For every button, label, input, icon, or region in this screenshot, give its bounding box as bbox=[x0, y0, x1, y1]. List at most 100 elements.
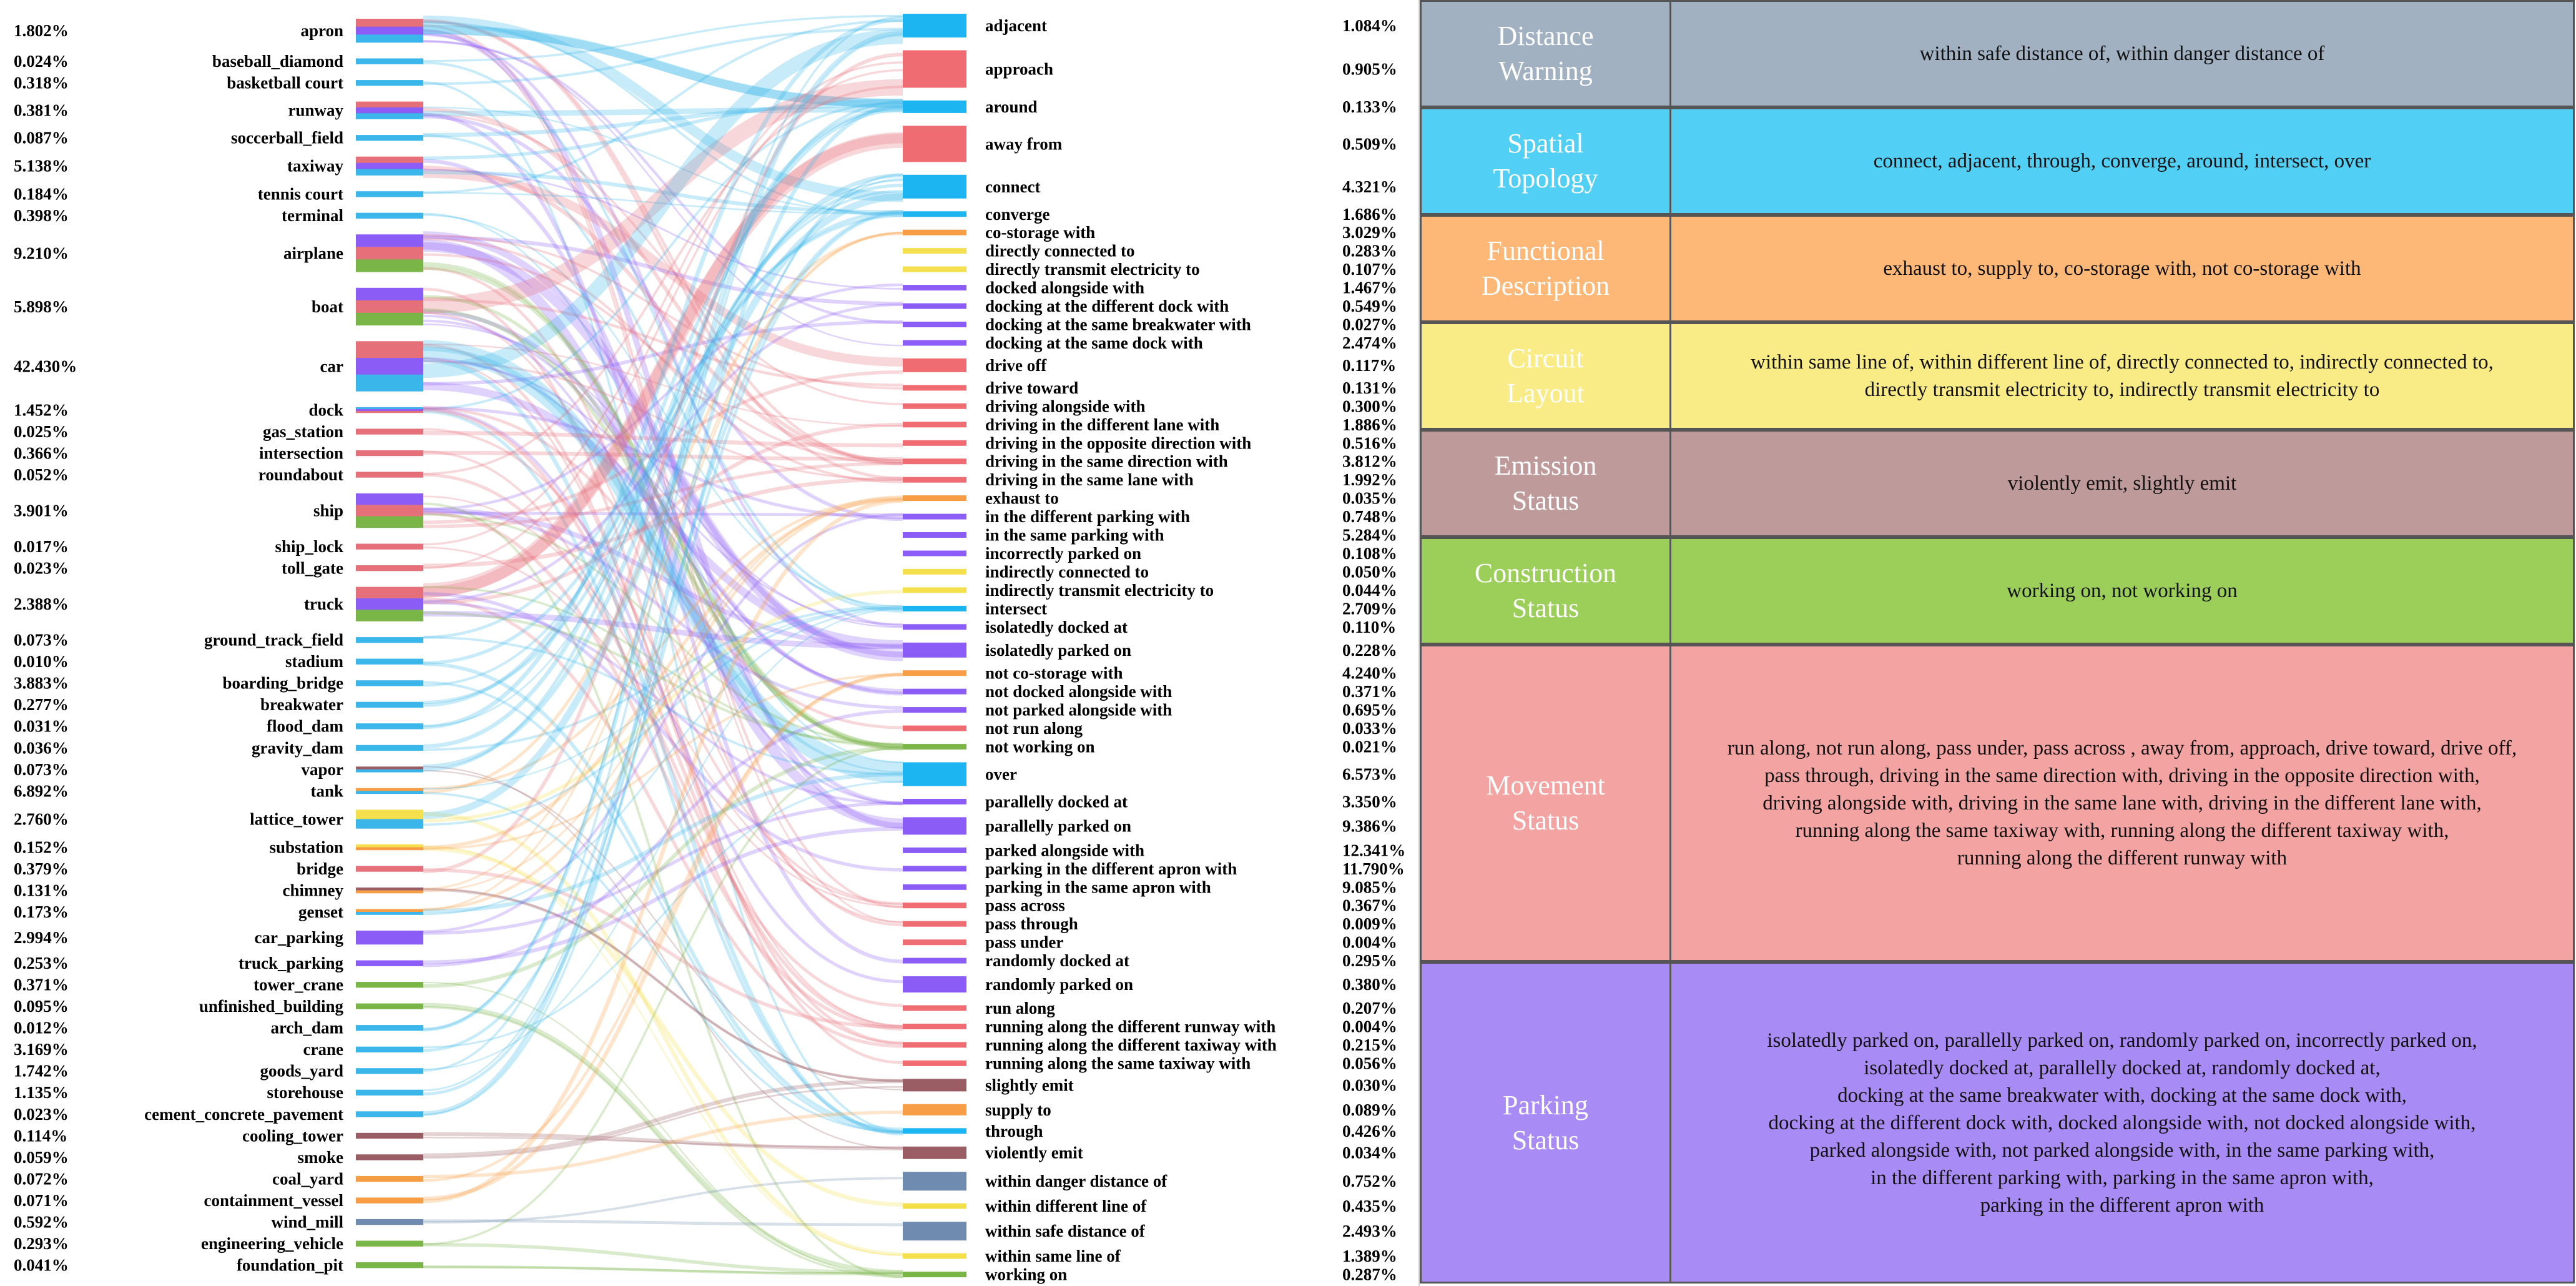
sankey-link bbox=[423, 382, 903, 648]
left-node-genset: 0.173% genset bbox=[14, 903, 423, 921]
right-node-label: intersect bbox=[985, 599, 1047, 618]
left-node-bar-segment bbox=[356, 1240, 423, 1247]
right-node-away-from: away from 0.509% bbox=[903, 126, 1397, 162]
sankey-link bbox=[423, 608, 903, 916]
right-node-percent: 0.030% bbox=[1342, 1076, 1397, 1094]
left-node-bar-segment bbox=[356, 162, 423, 169]
right-node-bar bbox=[903, 126, 966, 162]
sankey-link bbox=[423, 81, 903, 1132]
right-node-directly-connected-to: directly connected to 0.283% bbox=[903, 242, 1397, 260]
sankey-link bbox=[423, 192, 903, 215]
sankey-link bbox=[423, 406, 903, 520]
left-node-bar-segment bbox=[356, 407, 423, 410]
right-node-label: indirectly connected to bbox=[985, 562, 1149, 581]
left-node-bar-segment bbox=[356, 410, 423, 413]
right-node-percent: 1.686% bbox=[1342, 205, 1397, 224]
left-node-bar-segment bbox=[356, 1175, 423, 1182]
sankey-link bbox=[423, 597, 903, 1048]
left-node-percent: 0.398% bbox=[14, 206, 69, 225]
left-node-label: roundabout bbox=[258, 465, 343, 484]
sankey-link bbox=[423, 14, 903, 62]
right-node-within-different-line-of: within different line of 0.435% bbox=[903, 1197, 1397, 1215]
right-node-bar bbox=[903, 1222, 966, 1241]
right-node-driving-in-the-opposite-direction-with: driving in the opposite direction with 0.… bbox=[903, 433, 1397, 452]
left-node-percent: 0.010% bbox=[14, 652, 69, 671]
left-node-ship-lock: 0.017% ship_lock bbox=[14, 537, 423, 556]
left-node-bar-segment bbox=[356, 723, 423, 730]
right-node-driving-alongside-with: driving alongside with 0.300% bbox=[903, 397, 1397, 415]
right-node-not-docked-alongside-with: not docked alongside with 0.371% bbox=[903, 682, 1397, 701]
sankey-link bbox=[423, 513, 903, 933]
sankey-link bbox=[423, 320, 903, 386]
right-node-label: violently emit bbox=[985, 1144, 1083, 1162]
sankey-link bbox=[423, 99, 903, 160]
left-node-percent: 0.036% bbox=[14, 738, 69, 757]
right-node-percent: 1.389% bbox=[1342, 1247, 1397, 1265]
right-node-label: randomly parked on bbox=[985, 975, 1133, 994]
left-node-label: engineering_vehicle bbox=[201, 1234, 343, 1253]
right-node-docked-alongside-with: docked alongside with 1.467% bbox=[903, 279, 1397, 297]
right-node-label: driving alongside with bbox=[985, 397, 1146, 415]
right-node-label: away from bbox=[985, 134, 1063, 153]
left-node-percent: 0.318% bbox=[14, 74, 69, 92]
sankey-link bbox=[423, 611, 903, 746]
sankey-link bbox=[423, 24, 903, 109]
sankey-link bbox=[423, 347, 903, 783]
sankey-link bbox=[423, 234, 903, 390]
category-description: working on, not working on bbox=[2007, 580, 2238, 602]
sankey-link bbox=[423, 344, 903, 427]
left-node-percent: 1.135% bbox=[14, 1083, 69, 1102]
right-node-label: pass through bbox=[985, 914, 1078, 933]
sankey-link bbox=[423, 29, 903, 829]
sankey-link bbox=[423, 319, 903, 695]
right-node-randomly-parked-on: randomly parked on 0.380% bbox=[903, 975, 1397, 994]
left-node-bar-segment bbox=[356, 505, 423, 517]
category-row-construction-status: Construction Status working on, not worki… bbox=[1420, 537, 2575, 645]
right-node-within-safe-distance-of: within safe distance of 2.493% bbox=[903, 1222, 1397, 1241]
sankey-link bbox=[423, 1002, 903, 1274]
left-node-bar-segment bbox=[356, 156, 423, 163]
sankey-link bbox=[423, 462, 903, 528]
sankey-link bbox=[423, 357, 903, 691]
sankey-link bbox=[423, 190, 903, 687]
right-node-indirectly-transmit-electricity-to: indirectly transmit electricity to 0.044% bbox=[903, 581, 1397, 600]
right-node-label: pass across bbox=[985, 896, 1065, 915]
left-node-bar-segment bbox=[356, 1262, 423, 1269]
sankey-link bbox=[423, 40, 903, 324]
right-node-intersect: intersect 2.709% bbox=[903, 599, 1397, 618]
right-node-label: isolatedly docked at bbox=[985, 618, 1128, 636]
right-node-label: connect bbox=[985, 177, 1040, 196]
right-node-running-along-the-same-taxiway-with: running along the same taxiway with 0.056… bbox=[903, 1054, 1397, 1072]
right-node-percent: 0.021% bbox=[1342, 738, 1397, 756]
right-node-label: run along bbox=[985, 999, 1055, 1017]
right-node-percent: 2.709% bbox=[1342, 599, 1397, 618]
sankey-link bbox=[423, 498, 903, 849]
right-node-parked-alongside-with: parked alongside with 12.341% bbox=[903, 841, 1405, 859]
category-name: Distance Warning bbox=[1422, 2, 1671, 106]
right-node-percent: 0.516% bbox=[1342, 433, 1397, 452]
left-node-label: ground_track_field bbox=[204, 631, 343, 650]
sankey-link bbox=[423, 101, 903, 410]
right-node-percent: 1.467% bbox=[1342, 279, 1397, 297]
right-node-bar bbox=[903, 248, 966, 254]
right-node-through: through 0.426% bbox=[903, 1122, 1397, 1140]
left-node-baseball-diamond: 0.024% baseball_diamond bbox=[14, 52, 423, 71]
sankey-link bbox=[423, 547, 903, 908]
right-node-in-the-same-parking-with: in the same parking with 5.284% bbox=[903, 526, 1397, 545]
left-node-bar-segment bbox=[356, 259, 423, 272]
right-node-label: parking in the different apron with bbox=[985, 859, 1237, 878]
left-node-percent: 0.024% bbox=[14, 52, 69, 71]
sankey-link bbox=[423, 102, 903, 137]
left-node-vapor: 0.073% vapor bbox=[14, 760, 423, 779]
left-node-label: goods_yard bbox=[260, 1062, 343, 1081]
right-node-label: within safe distance of bbox=[985, 1222, 1146, 1240]
right-node-label: co-storage with bbox=[985, 223, 1095, 242]
left-node-bar-segment bbox=[356, 1197, 423, 1204]
left-node-label: taxiway bbox=[287, 157, 343, 176]
right-node-pass-through: pass through 0.009% bbox=[903, 914, 1397, 933]
sankey-link bbox=[423, 61, 903, 611]
category-name: Parking Status bbox=[1422, 964, 1671, 1282]
category-description: connect, adjacent, through, converge, ar… bbox=[1873, 150, 2371, 172]
left-node-bar-segment bbox=[356, 135, 423, 141]
sankey-link bbox=[423, 410, 903, 1134]
